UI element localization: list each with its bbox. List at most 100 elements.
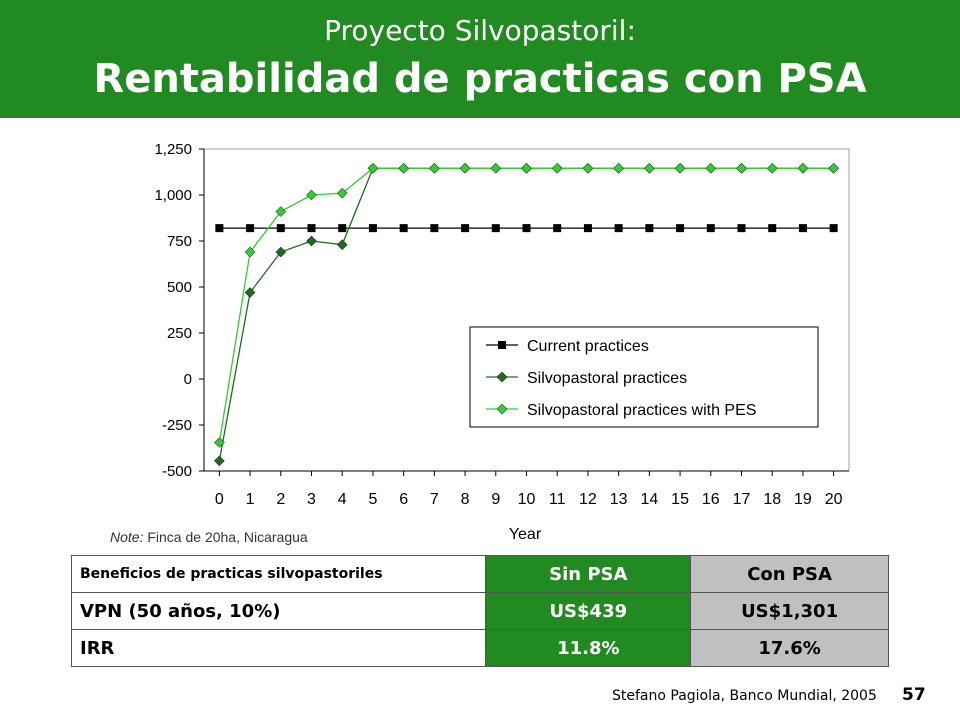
data-point <box>306 189 317 201</box>
data-point <box>215 224 224 233</box>
x-tick-label: 8 <box>461 491 470 508</box>
y-tick-label: 750 <box>167 233 192 250</box>
data-point <box>336 187 348 199</box>
chart-note: Note: Finca de 20ha, Nicaragua <box>110 529 308 545</box>
data-point <box>398 162 409 174</box>
legend-marker <box>498 341 506 349</box>
series-3 <box>214 162 839 448</box>
data-point <box>582 162 594 174</box>
data-point <box>676 224 685 233</box>
data-point <box>490 162 502 174</box>
table-row: IRR 11.8% 17.6% <box>70 629 889 667</box>
data-point <box>368 224 377 233</box>
legend-label: Silvopastoral practices <box>527 370 687 387</box>
data-point <box>614 224 623 233</box>
data-point <box>522 224 531 233</box>
x-tick-label: 9 <box>491 491 500 508</box>
x-tick-label: 19 <box>794 491 812 508</box>
x-tick-label: 2 <box>276 491 285 508</box>
data-point <box>491 224 500 233</box>
data-point <box>399 224 408 233</box>
data-point <box>275 246 287 258</box>
data-point <box>429 162 440 174</box>
x-tick-label: 14 <box>640 491 658 508</box>
table-header-row: Beneficios de practicas silvopastoriles … <box>70 555 889 593</box>
y-tick-label: 500 <box>167 279 192 296</box>
x-tick-label: 6 <box>399 491 408 508</box>
benefits-table: Beneficios de practicas silvopastoriles … <box>70 555 889 667</box>
legend-marker <box>496 371 508 383</box>
legend-marker <box>496 403 508 415</box>
x-tick-label: 13 <box>610 491 628 508</box>
data-point <box>798 224 807 233</box>
data-point <box>551 162 563 174</box>
data-point <box>276 224 285 233</box>
page-number: 57 <box>902 685 926 705</box>
data-point <box>275 206 287 217</box>
y-tick-label: 250 <box>167 325 192 342</box>
data-point <box>246 224 255 233</box>
table-row: VPN (50 años, 10%) US$439 US$1,301 <box>70 592 889 630</box>
x-tick-label: 17 <box>733 491 751 508</box>
data-point <box>214 437 225 448</box>
x-tick-label: 11 <box>549 491 566 508</box>
data-point <box>583 224 592 233</box>
data-point <box>306 235 317 247</box>
y-tick-label: 1,000 <box>154 187 192 204</box>
data-point <box>766 162 778 174</box>
y-tick-label: 0 <box>184 371 192 388</box>
legend-label: Silvopastoral practices with PES <box>527 402 756 419</box>
data-point <box>367 162 379 174</box>
title-line-1: Proyecto Silvopastoril: <box>324 14 636 47</box>
data-point <box>244 246 256 258</box>
data-point <box>459 162 471 174</box>
x-tick-label: 12 <box>579 491 597 508</box>
x-tick-label: 18 <box>763 491 781 508</box>
data-point <box>553 224 562 233</box>
data-point <box>797 162 809 174</box>
data-point <box>645 224 654 233</box>
legend: Current practices Silvopastoral practices… <box>469 326 819 428</box>
data-point <box>768 224 777 233</box>
data-point <box>214 455 225 467</box>
x-axis-label: Year <box>509 526 542 543</box>
y-tick-label: -500 <box>162 463 192 480</box>
y-tick-label: -250 <box>162 417 192 434</box>
data-point <box>736 162 747 174</box>
title-banner: Proyecto Silvopastoril: Rentabilidad de … <box>0 0 960 118</box>
legend-box <box>469 326 819 428</box>
x-tick-label: 0 <box>215 491 224 508</box>
data-point <box>430 224 439 233</box>
x-tick-label: 7 <box>430 491 439 508</box>
x-tick-label: 1 <box>246 491 255 508</box>
table-cell: IRR <box>70 629 487 667</box>
legend-label: Current practices <box>527 338 649 355</box>
data-point <box>521 162 532 174</box>
x-tick-label: 20 <box>825 491 843 508</box>
note-text: Finca de 20ha, Nicaragua <box>143 529 308 545</box>
x-tick-label: 3 <box>307 491 316 508</box>
data-point <box>338 224 347 233</box>
data-point <box>644 162 655 174</box>
data-point <box>674 162 686 174</box>
note-label: Note: <box>110 529 144 545</box>
table-cell: 17.6% <box>690 629 889 667</box>
table-cell: VPN (50 años, 10%) <box>70 592 487 630</box>
data-point <box>244 287 256 298</box>
title-line-2: Rentabilidad de practicas con PSA <box>93 56 867 102</box>
x-tick-label: 10 <box>518 491 536 508</box>
data-point <box>336 239 348 251</box>
x-tick-label: 5 <box>368 491 377 508</box>
x-tick-label: 15 <box>671 491 689 508</box>
data-point <box>828 162 839 174</box>
data-point <box>737 224 746 233</box>
data-point <box>829 224 838 233</box>
series-1 <box>215 224 838 233</box>
data-point <box>705 162 717 174</box>
table-cell: 11.8% <box>485 629 692 667</box>
table-cell: US$1,301 <box>690 592 889 630</box>
data-point <box>307 224 316 233</box>
table-header-cell: Beneficios de practicas silvopastoriles <box>70 555 487 593</box>
table-header-cell: Sin PSA <box>485 555 692 593</box>
